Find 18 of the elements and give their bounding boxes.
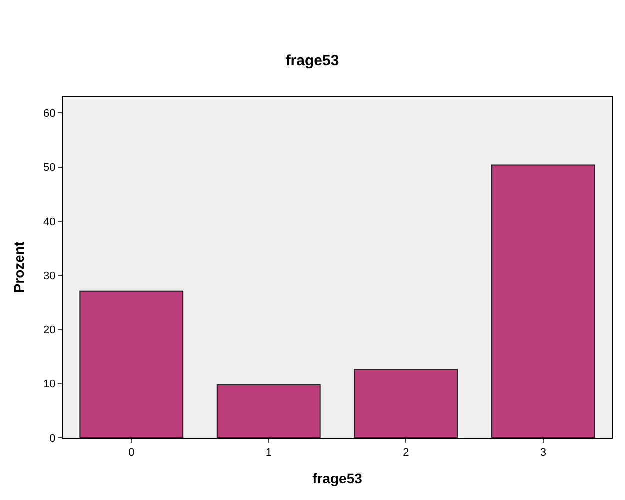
- bar: [216, 384, 321, 438]
- bar: [491, 164, 596, 438]
- y-tick-label: 60: [44, 108, 56, 120]
- x-tick-label: 1: [266, 447, 272, 460]
- y-tick-label: 30: [44, 270, 56, 282]
- x-tick-label: 3: [540, 447, 546, 460]
- x-tick-label: 2: [403, 447, 410, 460]
- x-tick-label: 0: [128, 447, 135, 460]
- x-axis-title: frage53: [312, 470, 363, 486]
- bar: [354, 369, 458, 438]
- chart-title: frage53: [286, 52, 340, 70]
- y-axis-title: Prozent: [11, 241, 28, 294]
- bar: [80, 290, 184, 438]
- y-tick-label: 20: [44, 324, 56, 337]
- y-tick-label: 50: [44, 162, 56, 174]
- y-tick-label: 0: [50, 432, 56, 445]
- y-tick-label: 40: [44, 216, 56, 228]
- y-tick-label: 10: [44, 378, 56, 391]
